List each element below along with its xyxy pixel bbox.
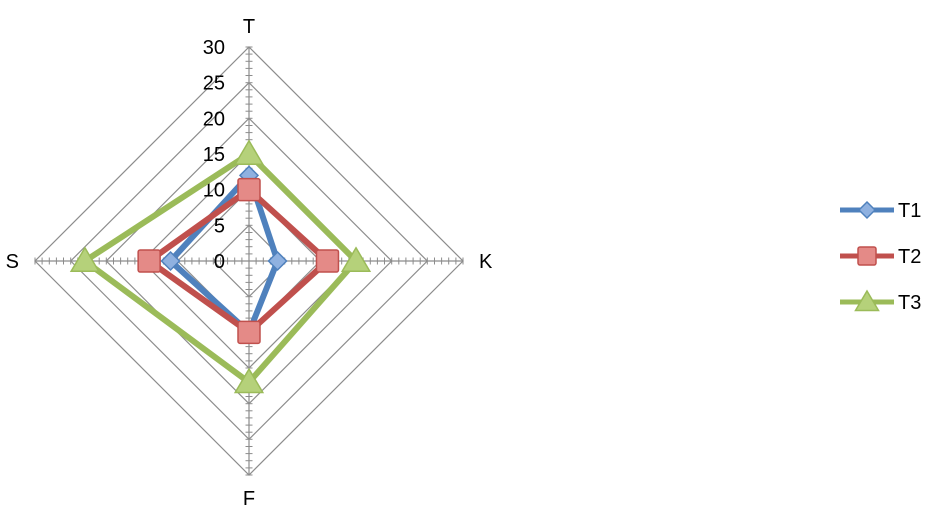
data-point: [233, 139, 265, 165]
legend-item: T2: [840, 246, 921, 268]
data-point: [857, 200, 877, 220]
tick-label: 20: [203, 108, 225, 130]
category-label: K: [479, 251, 493, 273]
legend: T1 T2 T3: [840, 200, 921, 314]
tick-label: 30: [203, 37, 225, 59]
legend-label: T3: [898, 292, 921, 314]
legend-label: T1: [898, 200, 921, 222]
tick-label: 0: [214, 251, 225, 273]
tick-label: 5: [214, 215, 225, 237]
data-point: [854, 289, 880, 312]
legend-label: T2: [898, 246, 921, 268]
legend-item: T1: [840, 200, 921, 222]
data-point: [267, 250, 288, 272]
data-point: [137, 249, 161, 273]
data-point: [237, 320, 261, 345]
tick-label: 15: [203, 144, 225, 166]
data-point: [857, 246, 877, 266]
legend-item: T3: [840, 289, 921, 314]
axes: [34, 46, 464, 476]
series-group: [69, 139, 372, 394]
category-labels: T K F S: [6, 16, 493, 510]
data-point: [233, 367, 265, 394]
category-label: S: [6, 251, 19, 273]
data-point: [340, 246, 372, 272]
category-label: T: [243, 16, 255, 38]
data-point: [160, 250, 181, 272]
tick-label: 10: [203, 180, 225, 202]
tick-labels: 0 5 10 15 20 25 30: [203, 37, 225, 273]
category-label: F: [243, 488, 255, 510]
data-point: [315, 249, 340, 273]
data-point: [69, 246, 101, 272]
data-point: [237, 177, 261, 202]
tick-label: 25: [203, 73, 225, 95]
